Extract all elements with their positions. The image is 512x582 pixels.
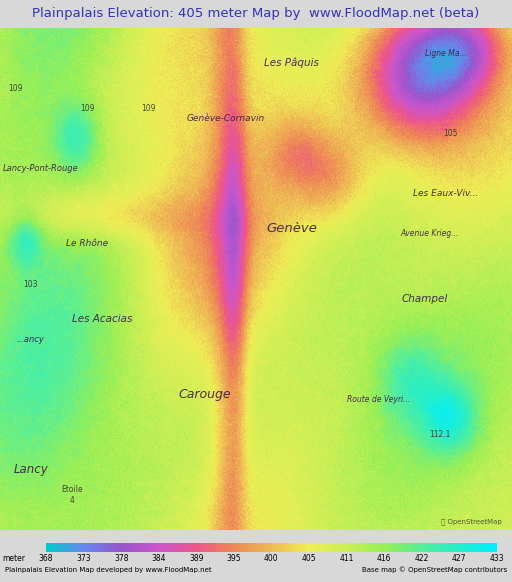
Text: ...ancy: ...ancy: [17, 335, 45, 344]
Text: 389: 389: [189, 553, 203, 563]
Text: Les Acacias: Les Acacias: [72, 314, 133, 324]
Text: Le Rhône: Le Rhône: [66, 239, 108, 249]
Text: 112.1: 112.1: [430, 430, 451, 439]
Text: Avenue Krieg...: Avenue Krieg...: [401, 229, 459, 239]
Text: Genève-Cornavin: Genève-Cornavin: [186, 114, 264, 123]
Text: 384: 384: [152, 553, 166, 563]
Text: Plainpalais Elevation Map developed by www.FloodMap.net: Plainpalais Elevation Map developed by w…: [5, 567, 212, 573]
Text: Base map © OpenStreetMap contributors: Base map © OpenStreetMap contributors: [361, 567, 507, 573]
Text: 395: 395: [226, 553, 241, 563]
Text: 103: 103: [24, 279, 38, 289]
Text: Champel: Champel: [402, 294, 448, 304]
Text: 400: 400: [264, 553, 279, 563]
Text: Ligne Ma...: Ligne Ma...: [424, 48, 466, 58]
Text: 109: 109: [8, 84, 23, 93]
Text: 378: 378: [114, 553, 129, 563]
Text: Carouge: Carouge: [179, 388, 231, 401]
Text: 405: 405: [302, 553, 316, 563]
Text: meter: meter: [3, 553, 26, 563]
Text: Etoile
4: Etoile 4: [61, 485, 82, 505]
Text: 109: 109: [80, 104, 94, 113]
Text: 416: 416: [377, 553, 391, 563]
Text: Les Eaux-Viv...: Les Eaux-Viv...: [413, 189, 478, 198]
Text: Plainpalais Elevation: 405 meter Map by  www.FloodMap.net (beta): Plainpalais Elevation: 405 meter Map by …: [32, 8, 480, 20]
Text: ⓘ OpenStreetMap: ⓘ OpenStreetMap: [441, 519, 502, 525]
Text: 109: 109: [141, 104, 156, 113]
Text: 422: 422: [414, 553, 429, 563]
Text: 433: 433: [489, 553, 504, 563]
Text: 368: 368: [39, 553, 53, 563]
Text: Lancy-Pont-Rouge: Lancy-Pont-Rouge: [3, 164, 79, 173]
Text: 411: 411: [339, 553, 354, 563]
Text: 427: 427: [452, 553, 466, 563]
Text: 373: 373: [76, 553, 91, 563]
Text: Route de Veyri...: Route de Veyri...: [347, 395, 411, 404]
Text: Genève: Genève: [266, 222, 317, 235]
Text: 105: 105: [443, 129, 458, 138]
Text: Les Pâquis: Les Pâquis: [264, 58, 319, 68]
Text: Lancy: Lancy: [13, 463, 48, 477]
